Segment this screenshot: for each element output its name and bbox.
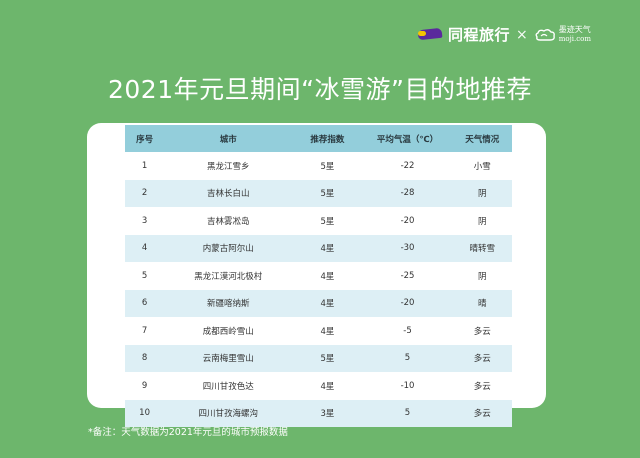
cell-city: 四川甘孜海螺沟 bbox=[164, 399, 293, 427]
cell-city: 内蒙古阿尔山 bbox=[164, 234, 293, 262]
table-row: 3 吉林雾凇岛 5星 -20 阴 bbox=[125, 207, 512, 235]
cell-weather: 阴 bbox=[478, 216, 487, 227]
tongcheng-logo-icon bbox=[417, 27, 444, 43]
cell-temperature: -20 bbox=[400, 215, 415, 226]
cell-index: 4 bbox=[125, 234, 165, 262]
moji-cloud-icon bbox=[535, 28, 555, 41]
header-index: 序号 bbox=[125, 125, 165, 152]
cell-weather: 阴 bbox=[452, 179, 512, 207]
table-row: 8 云南梅里雪山 5星 5 多云 bbox=[125, 344, 512, 372]
cell-index: 8 bbox=[125, 344, 165, 372]
brand-logos: 同程旅行 × 墨迹天气 moji.com bbox=[417, 24, 591, 45]
cell-temperature: -30 bbox=[362, 234, 453, 262]
cell-temperature: -20 bbox=[362, 289, 453, 317]
cell-weather: 晴转雪 bbox=[452, 234, 512, 262]
cell-city: 吉林雾凇岛 bbox=[207, 216, 250, 227]
cell-weather: 多云 bbox=[452, 399, 512, 427]
cell-temperature: 5 bbox=[362, 344, 453, 372]
cell-index: 10 bbox=[125, 399, 165, 427]
header-rating: 推荐指数 bbox=[292, 125, 363, 152]
cell-temperature: -28 bbox=[362, 179, 453, 207]
table-card: 序号 城市 推荐指数 平均气温（℃） 天气情况 1 黑龙江雪乡 5星 -22 小… bbox=[87, 123, 546, 427]
cell-weather: 晴 bbox=[452, 289, 512, 317]
cell-temperature: -5 bbox=[403, 325, 412, 336]
cell-rating: 4星 bbox=[320, 326, 335, 337]
cell-index: 9 bbox=[141, 380, 148, 391]
cell-rating: 4星 bbox=[292, 289, 363, 317]
cell-rating: 4星 bbox=[320, 381, 335, 392]
cell-temperature: 5 bbox=[362, 399, 453, 427]
cell-rating: 5星 bbox=[320, 216, 335, 227]
header-weather: 天气情况 bbox=[452, 125, 512, 152]
cell-weather: 多云 bbox=[473, 326, 491, 337]
cell-weather: 多云 bbox=[452, 344, 512, 372]
cell-index: 6 bbox=[125, 289, 165, 317]
moji-brand: 墨迹天气 moji.com bbox=[559, 26, 591, 43]
table-row: 10 四川甘孜海螺沟 3星 5 多云 bbox=[125, 399, 512, 427]
cell-index: 7 bbox=[141, 325, 148, 336]
table-header-row: 序号 城市 推荐指数 平均气温（℃） 天气情况 bbox=[125, 125, 512, 152]
footnote: *备注：天气数据为2021年元旦的城市预报数据 bbox=[88, 427, 288, 438]
page-title: 2021年元旦期间“冰雪游”目的地推荐 bbox=[107, 75, 533, 104]
cell-city: 成都西岭雪山 bbox=[202, 326, 254, 337]
cell-rating: 4星 bbox=[292, 234, 363, 262]
cell-city: 四川甘孜色达 bbox=[202, 381, 254, 392]
cell-rating: 5星 bbox=[292, 344, 363, 372]
table-row: 9 四川甘孜色达 4星 -10 多云 bbox=[125, 372, 512, 400]
cell-index: 5 bbox=[141, 270, 148, 281]
cell-city: 黑龙江漠河北极村 bbox=[194, 271, 263, 282]
cell-rating: 4星 bbox=[320, 271, 335, 282]
header-city: 城市 bbox=[164, 125, 293, 152]
table-row: 5 黑龙江漠河北极村 4星 -25 阴 bbox=[125, 262, 512, 290]
cell-city: 吉林长白山 bbox=[164, 179, 293, 207]
cell-weather: 小雪 bbox=[473, 161, 491, 172]
cell-rating: 3星 bbox=[292, 399, 363, 427]
cell-rating: 5星 bbox=[320, 161, 335, 172]
table-row: 4 内蒙古阿尔山 4星 -30 晴转雪 bbox=[125, 234, 512, 262]
destination-table: 序号 城市 推荐指数 平均气温（℃） 天气情况 1 黑龙江雪乡 5星 -22 小… bbox=[125, 125, 512, 427]
cell-city: 新疆喀纳斯 bbox=[164, 289, 293, 317]
header-temperature: 平均气温（℃） bbox=[362, 125, 453, 152]
cell-index: 3 bbox=[141, 215, 148, 226]
cell-index: 2 bbox=[125, 179, 165, 207]
brand-separator: × bbox=[516, 26, 528, 43]
cell-rating: 5星 bbox=[292, 179, 363, 207]
table-row: 6 新疆喀纳斯 4星 -20 晴 bbox=[125, 289, 512, 317]
cell-weather: 多云 bbox=[473, 381, 491, 392]
cell-temperature: -25 bbox=[400, 270, 415, 281]
cell-temperature: -22 bbox=[400, 160, 415, 171]
cell-index: 1 bbox=[141, 160, 148, 171]
moji-brand-en: moji.com bbox=[558, 35, 592, 43]
cell-weather: 阴 bbox=[478, 271, 487, 282]
moji-brand-cn: 墨迹天气 bbox=[558, 25, 591, 34]
tongcheng-brand-name: 同程旅行 bbox=[448, 26, 511, 44]
table-row: 7 成都西岭雪山 4星 -5 多云 bbox=[125, 317, 512, 345]
table-row: 1 黑龙江雪乡 5星 -22 小雪 bbox=[125, 152, 512, 180]
cell-temperature: -10 bbox=[400, 380, 415, 391]
table-row: 2 吉林长白山 5星 -28 阴 bbox=[125, 179, 512, 207]
cell-city: 云南梅里雪山 bbox=[164, 344, 293, 372]
cell-city: 黑龙江雪乡 bbox=[207, 161, 250, 172]
